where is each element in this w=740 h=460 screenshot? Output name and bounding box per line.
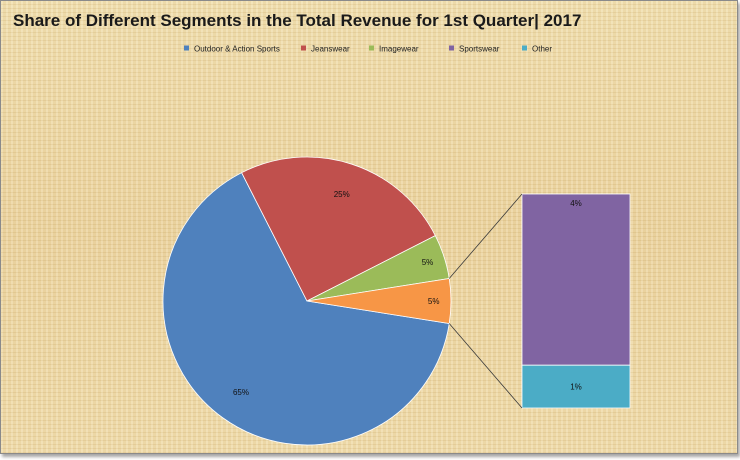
connector-line-bottom (448, 323, 523, 409)
legend-label-outdoor-action-sports: Outdoor & Action Sports (194, 45, 280, 54)
chart-title: Share of Different Segments in the Total… (13, 11, 582, 30)
bar-label-other: 1% (570, 383, 582, 392)
connector-line-top (448, 193, 523, 279)
legend-swatch-jeanswear (301, 45, 306, 51)
chart-canvas: Outdoor & Action Sports Jeanswear Imagewea… (162, 45, 631, 446)
pie-label-imagewear: 5% (422, 258, 434, 267)
legend-label-imagewear: Imagewear (379, 45, 419, 54)
bar-segment-sportswear (521, 193, 631, 366)
legend-swatch-other (522, 45, 527, 51)
legend-swatch-sportswear (449, 45, 454, 51)
bar-label-sportswear: 4% (570, 199, 582, 208)
pie-label-jeanswear: 25% (334, 190, 350, 199)
legend-swatch-outdoor-action-sports (184, 45, 189, 51)
legend-swatch-imagewear (369, 45, 374, 51)
legend-label-other: Other (532, 45, 552, 54)
bar-segment-other (521, 364, 631, 409)
pie-slice-jeanswear (241, 156, 436, 302)
legend-label-sportswear: Sportswear (459, 45, 500, 54)
pie-slice-outdoor-action-sports (162, 172, 450, 446)
legend-label-jeanswear: Jeanswear (311, 45, 350, 54)
pie-label-outdoor-action-sports: 65% (233, 388, 249, 397)
pie-label-grouped: 5% (428, 297, 440, 306)
